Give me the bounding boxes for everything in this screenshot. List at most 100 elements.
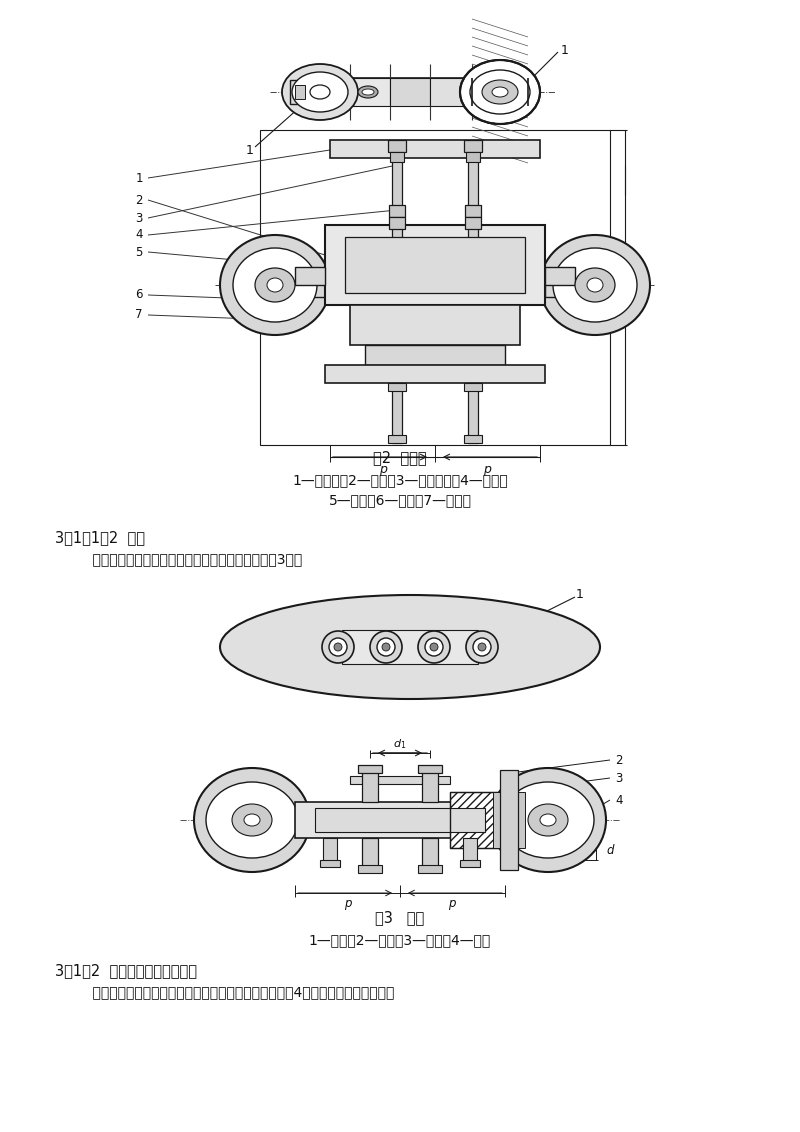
Circle shape [329,638,347,657]
Bar [323,838,337,863]
Bar [392,383,402,443]
Bar [465,205,481,217]
Ellipse shape [528,804,568,837]
Text: $d_1$: $d_1$ [394,737,406,751]
Bar [358,765,382,773]
Bar [350,777,450,784]
Text: 图3   链节: 图3 链节 [375,910,425,926]
Text: 1: 1 [246,144,254,156]
Text: 4: 4 [615,794,622,806]
Text: p: p [379,463,387,475]
Bar [388,435,406,443]
Ellipse shape [255,268,295,302]
Bar [418,765,442,773]
Ellipse shape [220,235,330,335]
Circle shape [478,643,486,651]
Text: 组合链环式套筒刮板链由刮板节与链节连接而成（见图4）。其中，刮板节与整体: 组合链环式套筒刮板链由刮板节与链节连接而成（见图4）。其中，刮板节与整体 [75,985,394,1000]
Ellipse shape [358,86,378,98]
Ellipse shape [244,814,260,826]
Circle shape [430,643,438,651]
Bar [460,860,480,867]
Text: 3．1．2  组合链环式套筒刮板链: 3．1．2 组合链环式套筒刮板链 [55,963,197,978]
Circle shape [322,631,354,663]
Bar [358,865,382,873]
Bar [466,152,480,162]
Bar [464,435,482,443]
Bar [545,273,575,297]
Bar [295,267,325,285]
Text: R: R [633,281,642,293]
Bar [342,631,478,664]
Bar [388,140,406,152]
Text: 1: 1 [135,172,143,185]
Ellipse shape [362,89,374,95]
Bar [315,808,485,832]
Bar [464,383,482,391]
Bar [390,152,404,162]
Bar [295,801,505,838]
Ellipse shape [232,804,272,837]
Ellipse shape [553,248,637,321]
Ellipse shape [460,60,540,125]
Bar [362,838,378,868]
Bar [365,345,505,365]
Bar [450,792,510,848]
Bar [464,140,482,152]
Bar [325,225,545,305]
Text: p: p [483,463,491,475]
Text: 7: 7 [135,309,143,321]
Text: 3: 3 [615,772,622,784]
Circle shape [466,631,498,663]
Bar [345,237,525,293]
Bar [295,273,325,297]
Text: p: p [448,897,456,909]
Ellipse shape [220,595,600,698]
Ellipse shape [575,268,615,302]
Text: 图2  刮板节: 图2 刮板节 [373,451,427,465]
Bar [390,78,430,106]
Bar [500,770,518,871]
Bar [290,80,320,104]
Text: 4: 4 [135,229,143,241]
Bar [325,365,545,383]
Text: 2: 2 [135,194,143,206]
Bar [472,62,528,122]
Text: 3．1．1．2  链节: 3．1．1．2 链节 [55,530,145,544]
Text: 5: 5 [136,246,143,258]
Text: 1: 1 [576,588,584,600]
Ellipse shape [206,782,298,858]
Bar [468,155,478,260]
Bar [320,860,340,867]
Bar [362,770,378,801]
Bar [450,792,510,848]
Bar [350,78,390,106]
Text: 1: 1 [561,43,569,57]
Bar [422,770,438,801]
Ellipse shape [282,65,358,120]
Ellipse shape [490,767,606,872]
Text: 链节由链环、链板、销轴及锁销等零件组成（见图3）。: 链节由链环、链板、销轴及锁销等零件组成（见图3）。 [75,552,302,566]
Bar [422,838,438,868]
Circle shape [334,643,342,651]
Bar [430,78,472,106]
Ellipse shape [540,814,556,826]
Circle shape [418,631,450,663]
Text: 1—链板；2—销轴；3—锁销；4—链环: 1—链板；2—销轴；3—锁销；4—链环 [309,933,491,947]
Circle shape [473,638,491,657]
Ellipse shape [310,85,330,98]
Text: $d$: $d$ [606,843,615,857]
Bar [295,85,305,98]
Ellipse shape [194,767,310,872]
Text: p: p [344,897,352,909]
Ellipse shape [482,80,518,104]
Bar [545,267,575,285]
Ellipse shape [267,278,283,292]
Bar [389,205,405,217]
Text: 2: 2 [615,754,622,766]
Bar [465,217,481,229]
Ellipse shape [233,248,317,321]
Circle shape [377,638,395,657]
Text: 3: 3 [136,212,143,224]
Circle shape [370,631,402,663]
Ellipse shape [470,70,530,114]
